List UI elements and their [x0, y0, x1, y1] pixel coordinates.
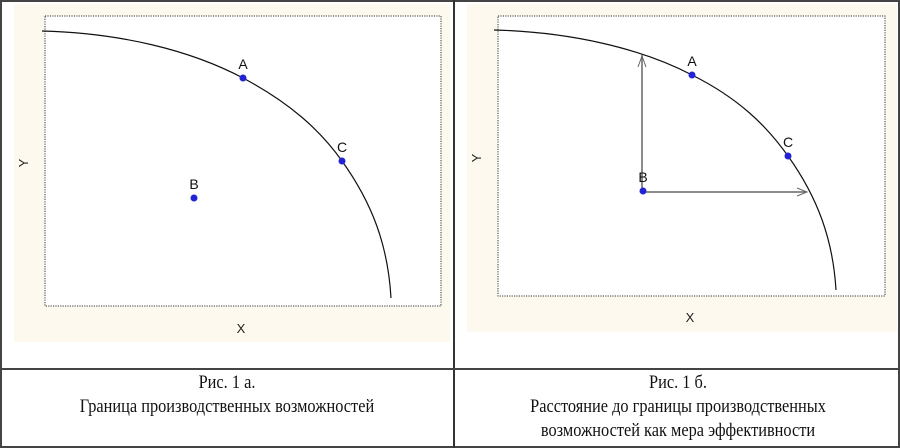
row-divider	[0, 368, 900, 370]
figure-1b: A B C X Y	[455, 0, 900, 368]
point-b	[639, 187, 647, 195]
point-label-a: A	[238, 56, 248, 72]
caption-1b: Рис. 1 б. Расстояние до границы производ…	[485, 371, 872, 443]
point-c	[784, 152, 792, 160]
point-c	[338, 157, 346, 165]
arrow-head-up-icon	[637, 54, 647, 68]
point-label-b: B	[189, 176, 198, 192]
y-axis-label: Y	[16, 158, 31, 167]
frontier-curve	[41, 30, 392, 299]
caption-1a: Рис. 1 а. Граница производственных возмо…	[34, 371, 421, 419]
figure-1a: A B C X Y	[0, 0, 453, 368]
point-a	[688, 71, 696, 79]
column-divider	[453, 0, 455, 448]
caption-1a-title: Граница производственных возможностей	[79, 396, 375, 417]
point-label-c: C	[783, 134, 793, 150]
plot-area	[497, 15, 886, 297]
caption-1a-number: Рис. 1 а.	[198, 372, 256, 393]
point-label-b: B	[638, 169, 647, 185]
point-label-c: C	[337, 139, 347, 155]
x-axis-label: X	[686, 310, 695, 325]
x-axis-label: X	[237, 321, 246, 336]
plot-area	[44, 15, 442, 307]
ppf-chart-1b: A B C X Y	[467, 4, 897, 332]
y-axis-label: Y	[469, 153, 484, 162]
frontier-curve	[493, 29, 837, 291]
caption-1b-title-line1: Расстояние до границы производственных	[530, 396, 826, 417]
arrow-head-right-icon	[796, 187, 809, 197]
point-a	[239, 74, 247, 82]
point-label-a: A	[687, 53, 697, 69]
point-b	[190, 194, 198, 202]
ppf-chart-1a: A B C X Y	[14, 4, 450, 342]
caption-1b-number: Рис. 1 б.	[649, 372, 707, 393]
caption-1b-title-line2: возможностей как мера эффективности	[540, 420, 816, 441]
